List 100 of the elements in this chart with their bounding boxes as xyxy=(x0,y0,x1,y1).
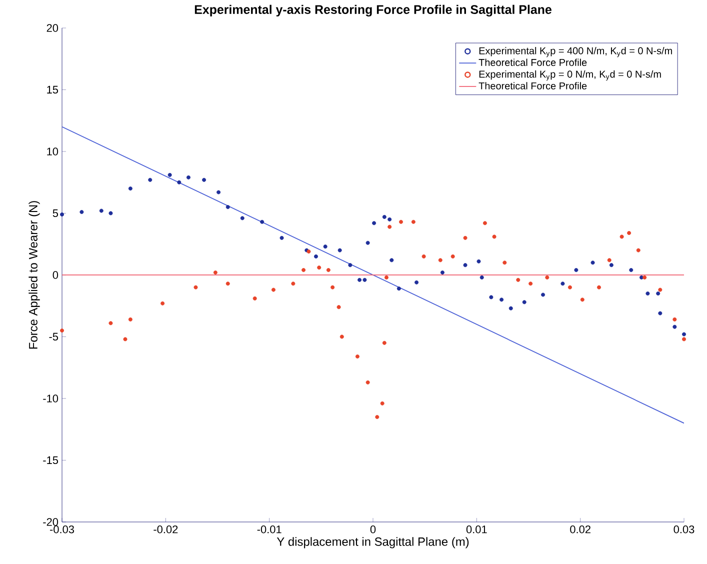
point xyxy=(636,248,640,252)
point xyxy=(440,270,444,275)
point xyxy=(609,263,614,268)
point xyxy=(60,328,64,333)
point xyxy=(213,270,218,275)
x-tick-label: 0.03 xyxy=(674,526,694,534)
y-tick-label: 10 xyxy=(47,148,58,156)
point xyxy=(438,258,442,262)
point xyxy=(382,214,386,219)
y-tick-label: 15 xyxy=(47,86,58,94)
point xyxy=(348,263,352,268)
point xyxy=(362,278,367,282)
point xyxy=(658,311,662,316)
point xyxy=(482,221,487,226)
point xyxy=(516,278,520,282)
point xyxy=(326,268,330,272)
legend-label: Experimental K$_{y}$p = 0 N/m, K$_{y}$d = 0 N-s/m xyxy=(479,70,661,81)
point xyxy=(123,337,128,342)
point xyxy=(629,268,634,272)
y-tick-label: -5 xyxy=(49,332,58,341)
point xyxy=(99,208,104,213)
point xyxy=(480,275,484,280)
point xyxy=(380,401,384,406)
point xyxy=(396,286,401,291)
point xyxy=(148,178,152,182)
legend-label: Theoretical Force Profile xyxy=(478,58,587,66)
x-tick-label: 0.02 xyxy=(570,526,590,534)
point xyxy=(463,236,468,240)
point xyxy=(672,317,677,322)
point xyxy=(672,324,677,329)
point xyxy=(128,317,132,322)
y-tick-label: -15 xyxy=(43,456,58,464)
point xyxy=(108,321,113,326)
point xyxy=(476,259,481,264)
point xyxy=(627,230,632,235)
point xyxy=(160,301,165,306)
point xyxy=(358,278,362,282)
point xyxy=(271,288,276,292)
point xyxy=(177,180,182,184)
point xyxy=(128,186,132,191)
x-tick-label: 0 xyxy=(370,526,376,534)
y-tick-label: -20 xyxy=(43,518,58,526)
point xyxy=(291,282,296,286)
point xyxy=(682,332,686,336)
point xyxy=(338,248,342,252)
point xyxy=(280,236,284,240)
point xyxy=(528,282,533,286)
point xyxy=(317,266,322,270)
point xyxy=(226,205,230,210)
x-tick-label: -0.03 xyxy=(50,526,74,534)
point xyxy=(568,285,572,290)
point xyxy=(411,220,416,224)
point xyxy=(597,285,601,290)
point xyxy=(642,275,647,280)
point xyxy=(240,216,244,220)
point xyxy=(355,354,360,358)
x-axis-title: Y displacement in Sagittal Plane (m) xyxy=(276,537,469,548)
y-tick-label: 5 xyxy=(52,209,58,218)
y-tick-label: -10 xyxy=(43,394,58,402)
point xyxy=(168,172,172,177)
point xyxy=(314,254,318,258)
point xyxy=(656,292,660,296)
point xyxy=(226,282,230,286)
point xyxy=(590,260,595,265)
point xyxy=(384,275,388,280)
point xyxy=(502,260,507,265)
point xyxy=(388,224,392,229)
point xyxy=(194,285,198,290)
point xyxy=(108,211,113,216)
point xyxy=(541,292,546,297)
point xyxy=(398,220,403,224)
point xyxy=(340,334,344,339)
point xyxy=(252,296,257,300)
point xyxy=(682,337,686,342)
point xyxy=(580,298,584,302)
point xyxy=(560,282,565,286)
point xyxy=(607,258,612,262)
point xyxy=(202,178,206,182)
legend-label: Experimental K$_{y}$p = 400 N/m, K$_{y}$d = 0 N-s/m xyxy=(479,46,672,58)
point xyxy=(422,254,426,258)
point xyxy=(620,234,624,239)
point xyxy=(336,305,341,310)
point xyxy=(323,244,328,249)
y-axis-title: Force Applied to Wearer (N) xyxy=(28,201,40,349)
point xyxy=(260,220,264,224)
point xyxy=(366,380,370,384)
legend-label: Theoretical Force Profile xyxy=(478,82,587,90)
point xyxy=(508,306,513,310)
point xyxy=(60,212,64,216)
point xyxy=(492,234,496,239)
point xyxy=(658,288,662,292)
y-tick-label: 0 xyxy=(52,271,58,279)
point xyxy=(302,268,306,272)
x-tick-label: -0.02 xyxy=(154,526,178,534)
y-tick-label: 20 xyxy=(46,24,58,32)
point xyxy=(80,210,84,214)
point xyxy=(388,217,392,222)
point xyxy=(366,240,370,245)
point xyxy=(500,298,504,302)
point xyxy=(450,254,455,258)
